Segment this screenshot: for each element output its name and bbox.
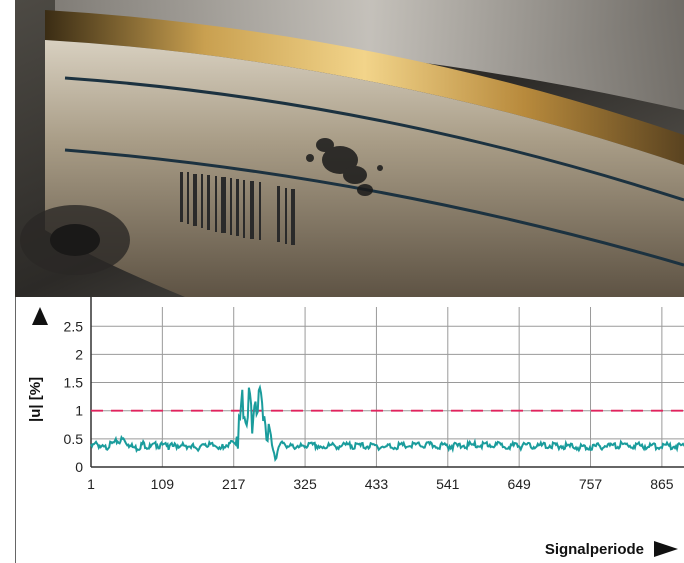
x-tick-label: 325: [293, 476, 317, 492]
x-tick-label: 1: [87, 476, 95, 492]
y-tick-label: 2: [75, 346, 83, 362]
y-tick-label: 1: [75, 403, 83, 419]
x-tick-label: 649: [507, 476, 531, 492]
y-tick-label: 0: [75, 459, 83, 475]
x-tick-label: 433: [365, 476, 389, 492]
y-axis-arrow-icon: [32, 307, 48, 325]
bearing-ring-photo: [15, 0, 684, 297]
x-axis-arrow-icon: [654, 541, 678, 557]
series-line: [90, 384, 684, 462]
x-tick-labels: 1 109 217 325 433 541 649 757 865: [87, 476, 674, 492]
y-tick-labels: 0 0.5 1 1.5 2 2.5: [64, 318, 84, 475]
y-tick-label: 0.5: [64, 431, 84, 447]
x-tick-label: 757: [579, 476, 603, 492]
y-axis-title: |u| [%]: [27, 377, 44, 422]
y-tick-label: 1.5: [64, 375, 84, 391]
x-tick-label: 865: [650, 476, 674, 492]
chart-grid: [90, 307, 684, 468]
x-axis-title: Signalperiode: [545, 541, 644, 558]
chart-axes: [90, 297, 684, 468]
y-tick-label: 2.5: [64, 318, 84, 334]
x-tick-label: 109: [151, 476, 175, 492]
bearing-ring-photo-icon: [15, 0, 684, 297]
chart-panel: 1 109 217 325 433 541 649 757 865 0 0.5 1 1.5 2 2.5 |…: [15, 297, 684, 563]
x-tick-label: 217: [222, 476, 246, 492]
signal-chart: 1 109 217 325 433 541 649 757 865 0 0.5 1 1.5 2 2.5 |…: [27, 297, 684, 558]
x-tick-label: 541: [436, 476, 460, 492]
